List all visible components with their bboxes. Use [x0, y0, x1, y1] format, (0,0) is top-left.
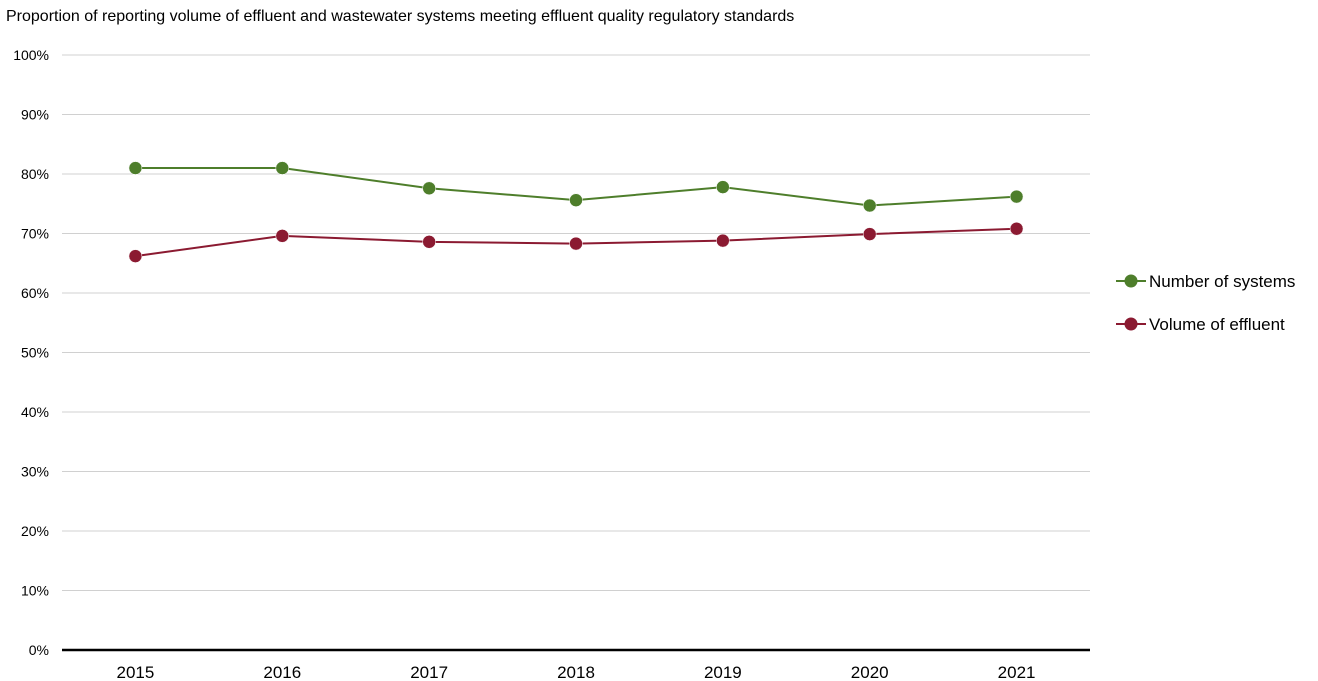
legend-marker — [1124, 274, 1138, 288]
y-tick-label: 70% — [21, 226, 49, 242]
x-tick-label: 2021 — [998, 663, 1036, 681]
y-tick-label: 60% — [21, 285, 49, 301]
series-group — [128, 161, 1024, 263]
x-axis: 2015 2016 2017 2018 2019 2020 2021 — [62, 648, 1090, 681]
data-point — [569, 236, 583, 251]
y-tick-label: 90% — [21, 107, 49, 123]
data-point — [862, 198, 877, 213]
series-1 — [128, 221, 1024, 263]
y-tick-label: 30% — [21, 464, 49, 480]
y-tick-label: 80% — [21, 166, 49, 182]
data-point — [128, 161, 143, 175]
x-tick-label: 2016 — [263, 663, 301, 681]
legend-marker — [1124, 317, 1138, 331]
y-tick-label: 100% — [13, 47, 49, 63]
y-tick-label: 40% — [21, 404, 49, 420]
data-point — [716, 233, 730, 248]
data-point — [275, 161, 290, 175]
y-tick-label: 0% — [29, 642, 49, 658]
x-tick-label: 2019 — [704, 663, 742, 681]
y-tick-label: 10% — [21, 583, 49, 599]
gridlines — [62, 54, 1090, 591]
legend-label: Number of systems — [1149, 272, 1295, 291]
data-point — [1009, 221, 1024, 236]
data-point — [422, 235, 436, 249]
data-point — [275, 229, 290, 243]
legend-item: Volume of effluent — [1116, 315, 1285, 334]
data-point — [862, 227, 877, 241]
series-0 — [128, 161, 1024, 213]
x-tick-label: 2015 — [117, 663, 155, 681]
y-axis: 0% 10% 20% 30% 40% 50% 60% 70% 80% 90% 100% — [13, 47, 49, 658]
legend-item: Number of systems — [1116, 272, 1295, 291]
data-point — [128, 249, 143, 263]
y-tick-label: 50% — [21, 345, 49, 361]
x-tick-label: 2020 — [851, 663, 889, 681]
x-tick-label: 2018 — [557, 663, 595, 681]
x-tick-label: 2017 — [410, 663, 448, 681]
data-point — [422, 181, 436, 196]
chart-title: Proportion of reporting volume of efflue… — [6, 8, 795, 25]
data-point — [1009, 189, 1024, 204]
data-point — [569, 193, 583, 207]
legend: Number of systems Volume of effluent — [1116, 272, 1295, 334]
legend-label: Volume of effluent — [1149, 315, 1285, 334]
y-tick-label: 20% — [21, 523, 49, 539]
data-point — [716, 180, 730, 194]
